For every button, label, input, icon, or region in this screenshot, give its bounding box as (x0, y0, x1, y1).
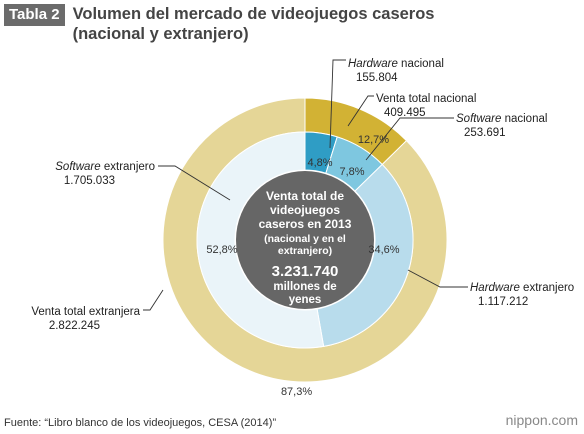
pct-label-inner-2: 34,6% (368, 244, 399, 256)
center-sub-0: (nacional y en el (264, 233, 346, 245)
callout-label-2: Software nacional (456, 113, 547, 125)
leader-line-0 (329, 59, 346, 149)
header: Tabla 2 Volumen del mercado de videojueg… (4, 4, 503, 44)
center-line-0: Venta total de (266, 189, 344, 203)
pct-label-outer-0: 12,7% (358, 134, 389, 146)
center-unit-0: millones de (273, 281, 336, 293)
inner-slice-software-extranjero (196, 131, 325, 349)
callout-value-2: 253.691 (464, 127, 506, 139)
pct-label-inner-0: 4,8% (307, 157, 332, 169)
callout-value-5: 2.822.245 (49, 320, 100, 332)
callout-value-1: 409.495 (384, 107, 426, 119)
pct-label-inner-1: 7,8% (339, 166, 364, 178)
inner-slice-hardware-extranjero (316, 163, 414, 347)
leader-line-1 (347, 95, 374, 127)
leader-line-5 (143, 289, 164, 311)
table-badge: Tabla 2 (4, 4, 65, 26)
pct-label-outer-1: 87,3% (281, 386, 312, 398)
callout-label-5: Venta total extranjera (31, 306, 140, 318)
callout-label-4: Hardware extranjero (470, 282, 574, 294)
callout-label-1: Venta total nacional (376, 93, 476, 105)
callout-value-0: 155.804 (356, 72, 398, 84)
leader-line-2 (365, 117, 454, 161)
source-note: Fuente: “Libro blanco de los videojuegos… (4, 417, 277, 429)
leader-line-4 (407, 269, 468, 288)
callout-value-4: 1.117.212 (478, 296, 528, 308)
pct-label-inner-3: 52,8% (206, 244, 237, 256)
chart-title: Volumen del mercado de videojuegos caser… (72, 5, 435, 43)
center-total-value: 3.231.740 (272, 263, 339, 280)
center-line-2: caseros en 2013 (259, 217, 352, 231)
brand-logo: nippon.com (505, 412, 578, 428)
callout-label-3: Software extranjero (55, 161, 155, 173)
callout-value-3: 1.705.033 (64, 175, 115, 187)
callout-label-0: Hardware nacional (348, 58, 444, 70)
center-unit-1: yenes (289, 294, 322, 306)
center-circle (236, 171, 374, 309)
leader-line-3 (158, 165, 231, 201)
center-sub-1: extranjero) (278, 245, 332, 257)
center-line-1: videojuegos (270, 203, 340, 217)
